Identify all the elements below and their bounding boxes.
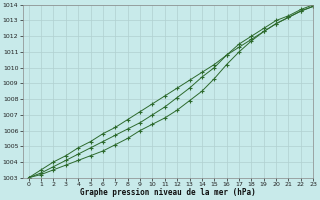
X-axis label: Graphe pression niveau de la mer (hPa): Graphe pression niveau de la mer (hPa) (80, 188, 256, 197)
